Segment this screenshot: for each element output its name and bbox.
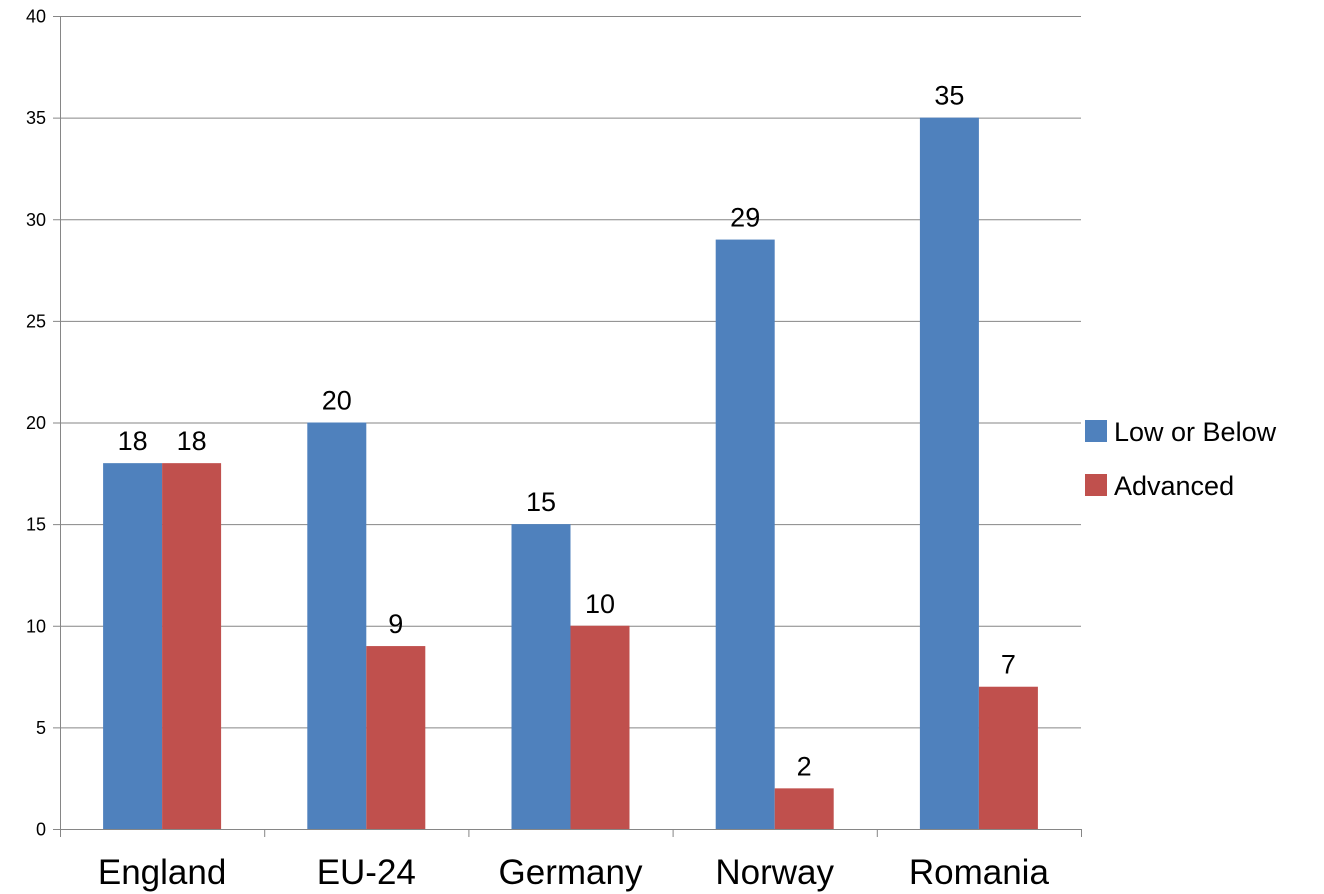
- bar: [715, 239, 775, 829]
- data-label: 2: [797, 751, 812, 781]
- y-tick-label: 30: [26, 210, 46, 230]
- bar: [162, 463, 222, 829]
- data-labels: 18 18 20 9 15 10 29 2 35 7: [118, 81, 1016, 782]
- legend-label: Advanced: [1114, 471, 1234, 501]
- bar: [511, 524, 571, 829]
- data-label: 7: [1001, 650, 1016, 680]
- x-tick-label: England: [98, 853, 226, 892]
- bar: [570, 625, 630, 829]
- y-tick-label: 25: [26, 311, 46, 331]
- bars: [103, 117, 1038, 829]
- bar: [103, 463, 163, 829]
- data-label: 20: [322, 386, 352, 416]
- data-label: 15: [526, 487, 556, 517]
- data-label: 9: [388, 609, 403, 639]
- bar: [978, 686, 1038, 829]
- y-tick-label: 5: [36, 718, 46, 738]
- axes: 0 5 10 15 20 25 30 35 40 England EU-24 Germany Norwa…: [26, 7, 1082, 892]
- legend-swatch: [1085, 420, 1107, 442]
- y-tick-label: 20: [26, 413, 46, 433]
- x-tick-label: Romania: [909, 853, 1050, 892]
- bar: [774, 788, 834, 829]
- y-tick-label: 10: [26, 616, 46, 636]
- bar: [366, 646, 426, 829]
- x-tick-label: Germany: [499, 853, 643, 892]
- y-tick-label: 0: [36, 820, 46, 840]
- y-tick-label: 35: [26, 108, 46, 128]
- y-tick-label: 15: [26, 515, 46, 535]
- legend-label: Low or Below: [1114, 417, 1277, 447]
- legend-swatch: [1085, 474, 1107, 496]
- bar: [307, 422, 367, 829]
- x-tick-label: Norway: [715, 853, 834, 892]
- data-label: 18: [177, 426, 207, 456]
- bar: [919, 117, 979, 829]
- data-label: 10: [585, 589, 615, 619]
- data-label: 29: [730, 203, 760, 233]
- legend: Low or Below Advanced: [1085, 417, 1277, 501]
- data-label: 18: [118, 426, 148, 456]
- x-tick-label: EU-24: [317, 853, 416, 892]
- data-label: 35: [934, 81, 964, 111]
- y-tick-label: 40: [26, 7, 46, 27]
